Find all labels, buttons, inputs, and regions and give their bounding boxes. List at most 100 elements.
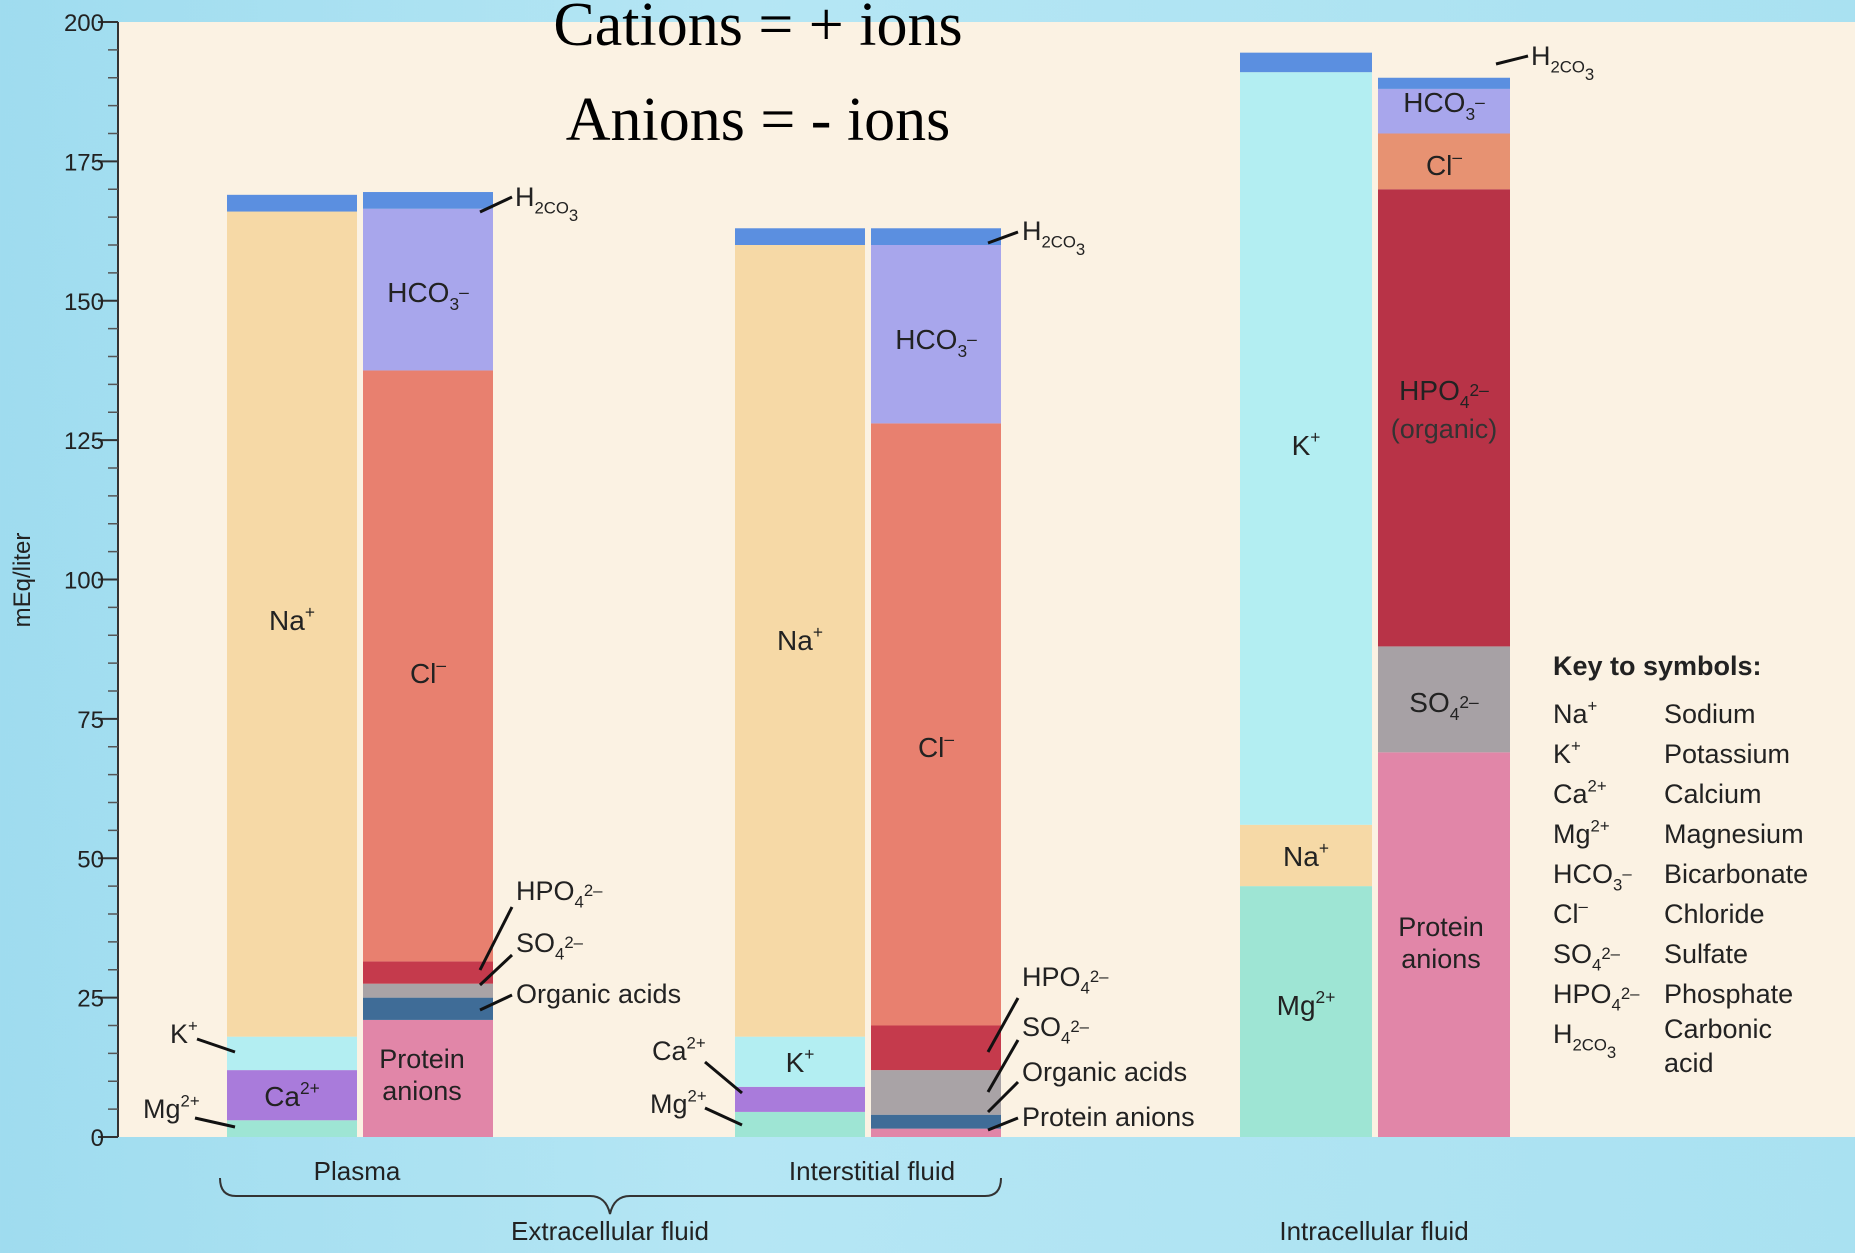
key-name-4: Bicarbonate bbox=[1664, 859, 1808, 889]
symbol-key: Key to symbols: Na+ Sodium K+ Potassium Ca2+… bbox=[1553, 651, 1808, 1078]
bar-segment-5-hco3 bbox=[1378, 88, 1510, 134]
key-symbol-5: Cl– bbox=[1553, 897, 1589, 929]
segment-label-4-k: K+ bbox=[1292, 427, 1321, 461]
bar-segment-1-hco3 bbox=[363, 208, 493, 371]
y-tick-label-0: 0 bbox=[91, 1125, 104, 1152]
bar-segment-0-mg bbox=[227, 1120, 357, 1137]
key-name-8-b: acid bbox=[1664, 1048, 1714, 1078]
key-name-1: Potassium bbox=[1664, 739, 1790, 769]
callout-h2co3-interstitial: H2CO3 bbox=[1022, 216, 1085, 259]
bar-segment-3-protein bbox=[871, 1128, 1001, 1137]
bar-segment-3-h2co3 bbox=[871, 228, 1001, 245]
callout-ca-interstitial: Ca2+ bbox=[652, 1034, 706, 1066]
callout-line-so4-plasma bbox=[478, 953, 514, 987]
callout-line-organic-plasma bbox=[479, 993, 513, 1012]
callout-line-k-plasma bbox=[196, 1037, 236, 1054]
callout-k-plasma: K+ bbox=[170, 1017, 198, 1049]
callout-organic-interstitial: Organic acids bbox=[1022, 1057, 1187, 1087]
segment-label-1-hco3: HCO3– bbox=[387, 277, 469, 314]
bar-segment-2-h2co3 bbox=[735, 228, 865, 245]
segment-label-2-na: Na+ bbox=[777, 622, 823, 656]
callout-line-hpo4-interstitial bbox=[986, 997, 1020, 1053]
key-symbol-4: HCO3– bbox=[1553, 859, 1632, 895]
callout-line-hpo4-plasma bbox=[478, 906, 514, 971]
key-name-2: Calcium bbox=[1664, 779, 1762, 809]
key-name-7: Phosphate bbox=[1664, 979, 1793, 1009]
chart-title-line-2: Anions = - ions bbox=[566, 86, 951, 154]
bar-segment-0-h2co3 bbox=[227, 194, 357, 212]
bar-segment-4-k bbox=[1240, 72, 1372, 825]
bar-segment-1-hpo4 bbox=[363, 961, 493, 984]
segment-label-protein-5-line1: Protein bbox=[1398, 912, 1484, 942]
bar-segment-1-organic bbox=[363, 997, 493, 1020]
key-symbol-1: K+ bbox=[1553, 737, 1581, 769]
segment-label-3-hco3: HCO3– bbox=[895, 324, 977, 361]
key-symbol-2: Ca2+ bbox=[1553, 777, 1607, 809]
segment-label-0-na: Na+ bbox=[269, 602, 315, 636]
segment-label-5-clic: Cl– bbox=[1426, 147, 1462, 181]
extracellular-brace bbox=[219, 1177, 1002, 1215]
callout-protein-interstitial: Protein anions bbox=[1022, 1102, 1195, 1132]
y-tick-label-125: 125 bbox=[64, 428, 104, 455]
bar-segment-3-so4 bbox=[871, 1070, 1001, 1115]
callout-organic-plasma: Organic acids bbox=[516, 979, 681, 1009]
bar-segment-2-mg bbox=[735, 1111, 865, 1137]
bar-segment-1-so4 bbox=[363, 983, 493, 998]
key-name-3: Magnesium bbox=[1664, 819, 1804, 849]
bar-segment-5-clic bbox=[1378, 133, 1510, 190]
y-tick-label-50: 50 bbox=[77, 846, 104, 873]
chart-title-line-1: Cations = + ions bbox=[553, 0, 962, 59]
segment-label-3-cl: Cl– bbox=[918, 729, 954, 763]
bar-segment-0-k bbox=[227, 1036, 357, 1071]
y-tick-label-200: 200 bbox=[64, 10, 104, 37]
callout-so4-interstitial: SO42– bbox=[1022, 1012, 1090, 1048]
key-symbol-3: Mg2+ bbox=[1553, 817, 1610, 849]
group-label-extracellular: Extracellular fluid bbox=[511, 1216, 709, 1246]
bar-segment-1-protein bbox=[363, 1019, 493, 1137]
segment-labels: Na+ Ca2+ HCO3– Cl– Na+ K+ HCO3– Cl– K+ Na+ Mg2+ HCO… bbox=[264, 87, 1497, 1112]
bar-segment-5-so4ic bbox=[1378, 646, 1510, 753]
segment-label-0-ca: Ca2+ bbox=[264, 1078, 320, 1112]
key-name-5: Chloride bbox=[1664, 899, 1765, 929]
bar-segment-3-hco3 bbox=[871, 245, 1001, 424]
key-name-0: Sodium bbox=[1664, 699, 1756, 729]
segment-label-4-mg: Mg2+ bbox=[1277, 987, 1336, 1021]
key-name-6: Sulfate bbox=[1664, 939, 1748, 969]
bar-segment-5-hpo4org bbox=[1378, 189, 1510, 647]
key-symbol-7: HPO42– bbox=[1553, 979, 1640, 1015]
segment-label-5-so4ic: SO42– bbox=[1409, 687, 1479, 724]
bar-segment-3-hpo4 bbox=[871, 1025, 1001, 1071]
key-symbol-8: H2CO3 bbox=[1553, 1019, 1616, 1062]
callout-line-mg-interstitial bbox=[704, 1106, 743, 1127]
callout-line-h2co3-plasma bbox=[479, 195, 513, 214]
bar-segment-3-organic bbox=[871, 1114, 1001, 1129]
segment-label-1-cl: Cl– bbox=[410, 655, 446, 689]
bar-segment-4-h2co3 bbox=[1240, 52, 1372, 73]
bar-segment-5-h2co3 bbox=[1378, 77, 1510, 89]
callout-h2co3-plasma: H2CO3 bbox=[515, 182, 578, 225]
callout-hpo4-interstitial: HPO42– bbox=[1022, 962, 1109, 998]
callout-line-mg-plasma bbox=[194, 1116, 236, 1129]
callout-hpo4-plasma: HPO42– bbox=[516, 876, 603, 912]
bar-segment-2-k bbox=[735, 1036, 865, 1087]
key-symbol-6: SO42– bbox=[1553, 939, 1621, 975]
callout-line-h2co3-interstitial bbox=[987, 230, 1019, 245]
bar-segment-0-ca bbox=[227, 1070, 357, 1121]
callout-line-organic-interstitial bbox=[986, 1080, 1020, 1114]
y-tick-label-175: 175 bbox=[64, 149, 104, 176]
segment-label-2-k: K+ bbox=[786, 1044, 815, 1078]
group-label-interstitial: Interstitial fluid bbox=[789, 1156, 955, 1186]
y-ticks: 0 25 50 75 100 125 150 175 200 bbox=[64, 10, 118, 1152]
segment-label-5-hpo4org: HPO42– bbox=[1399, 375, 1489, 412]
y-axis-label: mEq/liter bbox=[9, 533, 36, 628]
callout-line-so4-interstitial bbox=[986, 1039, 1020, 1093]
bar-segment-1-h2co3 bbox=[363, 192, 493, 209]
key-name-8: Carbonic bbox=[1664, 1014, 1772, 1044]
callouts: H2CO3 HPO42– SO42– Organic acids K+ Mg2+ H2CO3… bbox=[143, 41, 1594, 1132]
y-tick-label-75: 75 bbox=[77, 707, 104, 734]
segment-label-5-hco3: HCO3– bbox=[1403, 87, 1485, 124]
bar-segment-4-na bbox=[1240, 824, 1372, 887]
y-tick-label-150: 150 bbox=[64, 289, 104, 316]
